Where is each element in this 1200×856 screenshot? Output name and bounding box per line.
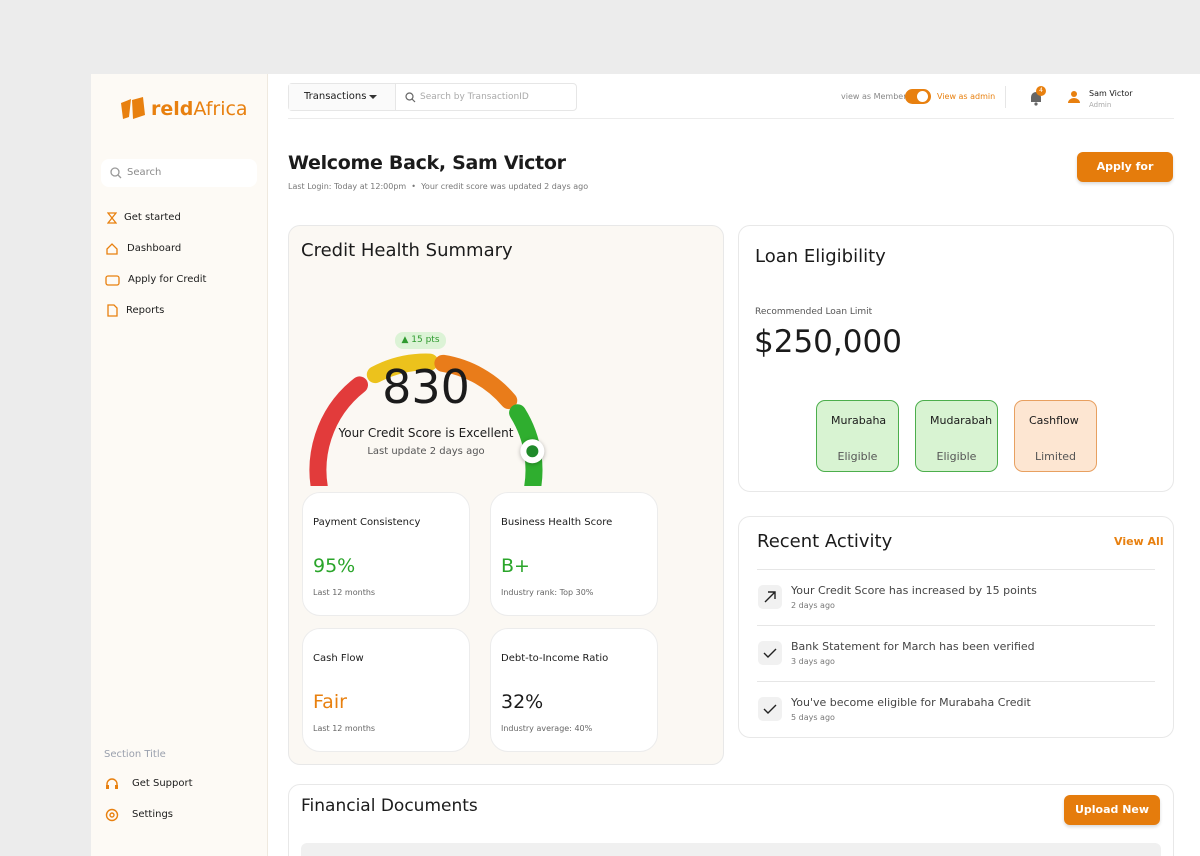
nav-label: Get started [124, 212, 181, 223]
activity-text: You've become eligible for Murabaha Cred… [791, 696, 1031, 709]
score: 830 [382, 360, 470, 414]
metric-note: Industry average: 40% [501, 724, 593, 733]
product-name: Cashflow [1029, 414, 1079, 427]
nav-label: Settings [132, 809, 174, 820]
welcome-title: Welcome Back, Sam Victor [288, 152, 566, 174]
card-title: Financial Documents [301, 796, 478, 816]
dropdown-label: Transactions [304, 91, 367, 102]
header-sub: Last Login: Today at 12:00pm • Your cred… [288, 182, 589, 191]
documents-card: Financial Documents Upload New [288, 784, 1174, 856]
card-title: Credit Health Summary [301, 240, 513, 261]
gauge [309, 353, 545, 486]
metric-value: Fair [313, 691, 347, 713]
nav-label: Reports [126, 305, 165, 316]
product-status: Eligible [837, 450, 878, 463]
search-placeholder[interactable]: Search by TransactionID [420, 92, 529, 102]
score-status: Your Credit Score is Excellent [338, 426, 514, 440]
activity-time: 5 days ago [791, 713, 835, 722]
section-title: Section Title [104, 749, 166, 760]
loan-card: Loan Eligibility Recommended Loan Limit … [738, 225, 1174, 492]
activity-icon [758, 585, 782, 609]
delta-badge: ▲ 15 pts [395, 332, 446, 349]
user-role: Admin [1089, 101, 1112, 109]
metric-value: B+ [501, 555, 530, 577]
view-admin[interactable]: View as admin [937, 92, 996, 101]
product-name: Murabaha [831, 414, 887, 427]
metric-card: Business Health Score B+ Industry rank: To… [490, 492, 658, 616]
metric-value: 95% [313, 555, 356, 577]
metric-card: Payment Consistency 95% Last 12 months [302, 492, 470, 616]
toggle[interactable] [905, 89, 931, 104]
limit-label: Recommended Loan Limit [755, 307, 873, 317]
product-name: Mudarabah [930, 414, 993, 427]
metric-note: Industry rank: Top 30% [501, 588, 594, 597]
credit-card: Credit Health Summary ▲ 15 pts 830 Your … [288, 225, 724, 765]
activity-card: Recent Activity View All Your Credit Sco… [738, 516, 1174, 738]
nav-label: Apply for Credit [128, 274, 207, 285]
view-member[interactable]: view as Member [841, 92, 907, 101]
nav-label: Dashboard [127, 243, 182, 254]
logo-bold: reld [151, 98, 194, 120]
logo-mark [121, 97, 145, 119]
search-placeholder: Search [127, 167, 162, 178]
activity-rule [757, 625, 1155, 626]
sidebar: reldAfrica Search Get started Dashboard … [91, 74, 268, 856]
metric-label: Business Health Score [501, 517, 613, 528]
activity-text: Bank Statement for March has been verifi… [791, 640, 1035, 653]
card-title: Loan Eligibility [755, 246, 886, 267]
user-icon [1068, 91, 1080, 103]
app: reldAfrica Search Get started Dashboard … [91, 74, 1200, 856]
product-chip[interactable]: Murabaha Eligible [816, 400, 899, 472]
nav-label: Get Support [132, 778, 193, 789]
activity-rule [757, 569, 1155, 570]
score-updated: Last update 2 days ago [367, 446, 485, 457]
metric-note: Last 12 months [313, 724, 376, 733]
limit: $250,000 [754, 324, 902, 360]
metric-label: Cash Flow [313, 653, 364, 664]
product-status: Limited [1034, 450, 1077, 463]
search-box[interactable]: Search [101, 159, 257, 187]
score-note: Your credit score was updated 2 days ago [421, 182, 589, 191]
documents-table [301, 843, 1161, 856]
topbar-rule [288, 118, 1174, 119]
activity-icon [758, 641, 782, 665]
activity-text: Your Credit Score has increased by 15 po… [791, 584, 1037, 597]
view-all[interactable]: View All [1114, 535, 1164, 548]
user-name[interactable]: Sam Victor [1089, 89, 1133, 98]
gauge-segment [366, 353, 439, 384]
activity-time: 2 days ago [791, 601, 835, 610]
metric-value: 32% [501, 691, 544, 713]
gauge-segment [309, 376, 369, 486]
metric-card: Cash Flow Fair Last 12 months [302, 628, 470, 752]
metric-card: Debt-to-Income Ratio 32% Industry average:… [490, 628, 658, 752]
activity-icon [758, 697, 782, 721]
card-title: Recent Activity [757, 531, 893, 552]
topbar-search: Transactions Search by TransactionID [288, 83, 577, 111]
gauge-marker [526, 445, 539, 458]
apply-button[interactable]: Apply for Credit [1077, 152, 1173, 203]
delta: 15 pts [411, 335, 440, 345]
product-chip[interactable]: Mudarabah Eligible [915, 400, 998, 472]
dropdown[interactable]: Transactions [289, 84, 396, 110]
search-icon [110, 167, 122, 179]
metric-label: Payment Consistency [313, 517, 421, 528]
metric-label: Debt-to-Income Ratio [501, 653, 609, 664]
last-login: Last Login: Today at 12:00pm [288, 182, 407, 191]
divider [1005, 86, 1006, 108]
upload-button[interactable]: Upload New [1064, 795, 1160, 825]
product-chip[interactable]: Cashflow Limited [1014, 400, 1097, 472]
product-status: Eligible [936, 450, 977, 463]
gauge-segment [434, 354, 518, 410]
notification-count: 4 [1036, 86, 1046, 96]
logo: reldAfrica [151, 98, 248, 120]
metric-note: Last 12 months [313, 588, 376, 597]
activity-rule [757, 681, 1155, 682]
logo-light: Africa [193, 98, 248, 120]
activity-time: 3 days ago [791, 657, 835, 666]
